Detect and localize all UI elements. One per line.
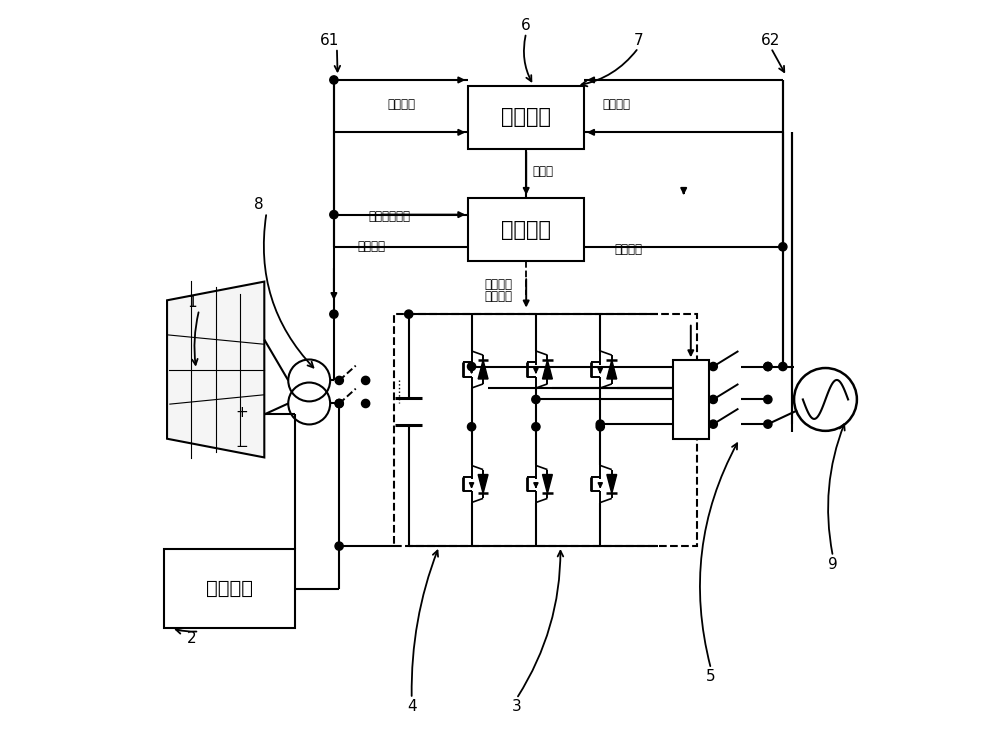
Text: 6: 6 [521,18,531,33]
Circle shape [335,400,343,408]
Circle shape [335,376,343,385]
Bar [394,314,697,546]
Text: 2: 2 [187,632,197,647]
Text: +: + [235,405,248,420]
Circle shape [532,395,540,403]
Circle shape [335,400,343,408]
Circle shape [330,310,338,318]
Circle shape [764,363,772,371]
Text: 8: 8 [254,198,264,213]
Text: −: − [235,439,248,454]
Bar [164,550,295,628]
Text: 9: 9 [828,556,838,572]
Text: 1: 1 [187,294,197,309]
Polygon shape [478,360,488,379]
Circle shape [467,363,476,371]
Circle shape [405,310,413,318]
Circle shape [764,363,772,371]
Circle shape [709,395,717,403]
Circle shape [335,542,343,550]
Text: 61: 61 [320,33,339,48]
Text: 控制电: 控制电 [533,165,554,179]
Circle shape [709,363,717,371]
Circle shape [532,423,540,431]
Circle shape [362,400,370,408]
Text: 直流取电: 直流取电 [387,98,415,111]
Text: 交流取电: 交流取电 [602,98,630,111]
Circle shape [330,76,338,84]
Polygon shape [478,475,488,493]
Circle shape [467,423,476,431]
Polygon shape [167,282,264,457]
Circle shape [596,420,604,428]
Polygon shape [607,475,617,493]
Circle shape [709,420,717,428]
Text: 5: 5 [706,669,716,683]
Polygon shape [542,475,552,493]
Polygon shape [542,360,552,379]
Circle shape [362,376,370,385]
Text: 控制信号: 控制信号 [615,243,643,256]
Bar [468,198,584,261]
Text: 控制信号: 控制信号 [357,240,385,253]
Text: 光伏检测信号: 光伏检测信号 [368,210,410,223]
Text: 62: 62 [761,33,781,48]
Text: 7: 7 [634,33,643,48]
Bar [673,360,709,439]
Text: 空调机组: 空调机组 [206,579,253,599]
Text: 3: 3 [512,698,521,713]
Polygon shape [607,360,617,379]
Circle shape [596,423,604,431]
Text: 控制信号: 控制信号 [485,278,513,291]
Circle shape [779,363,787,371]
Circle shape [764,395,772,403]
Text: 控制系统: 控制系统 [501,219,551,240]
Text: 开关电源: 开关电源 [501,107,551,128]
Circle shape [764,420,772,428]
Circle shape [330,210,338,219]
Bar [468,86,584,149]
Circle shape [779,243,787,251]
Text: 检测信号: 检测信号 [485,291,513,303]
Text: 4: 4 [407,698,417,713]
